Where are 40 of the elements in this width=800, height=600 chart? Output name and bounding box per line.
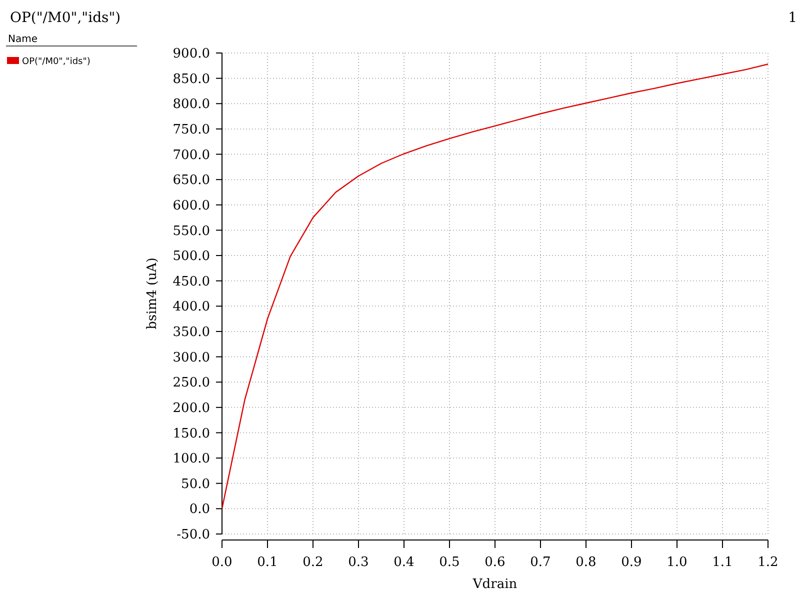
line-series [221, 64, 769, 510]
y-tick-label: 250.0 [172, 376, 210, 391]
x-tick-label: 0.4 [394, 555, 414, 570]
y-tick-label: 700.0 [172, 148, 210, 163]
y-tick-label: -50.0 [176, 528, 210, 543]
x-tick-label: 0.2 [302, 555, 324, 570]
y-tick-label: 600.0 [172, 198, 210, 214]
x-tick-label: 0.5 [439, 555, 460, 570]
y-tick-label: 150.0 [172, 426, 210, 442]
y-tick-label: 750.0 [172, 122, 210, 138]
y-tick-label: 200.0 [172, 400, 210, 416]
y-tick-label: 550.0 [172, 224, 210, 239]
x-tick-label: 1.1 [712, 555, 733, 570]
x-tick-label: 0.8 [576, 555, 596, 570]
x-axis-title: Vdrain [472, 577, 518, 592]
y-tick-label: 100.0 [172, 452, 210, 467]
x-tick-label: 0.1 [257, 555, 278, 570]
y-tick-label: 50.0 [181, 476, 210, 492]
y-tick-label: 900.0 [172, 46, 210, 62]
y-tick-label: 0.0 [189, 502, 210, 518]
x-tick-label: 0.9 [621, 555, 642, 570]
x-tick-label: 0.0 [212, 555, 232, 570]
text: OP("/M0","ids") [10, 10, 121, 26]
x-tick-label: 1.0 [666, 555, 688, 570]
x-tick-label: 0.6 [484, 555, 506, 570]
y-tick-label: 850.0 [172, 72, 210, 87]
y-tick-label: 500.0 [172, 249, 210, 264]
y-tick-label: 400.0 [172, 300, 210, 315]
x-tick-label: 0.7 [530, 555, 551, 570]
y-tick-label: 350.0 [172, 325, 210, 340]
y-tick-label: 650.0 [172, 173, 210, 188]
y-tick-label: 450.0 [172, 274, 210, 290]
text: 1 [788, 10, 797, 26]
legend-label: OP("/M0","ids") [22, 57, 90, 67]
y-axis-title: bsim4 (uA) [145, 258, 160, 330]
x-tick-label: 1.2 [758, 555, 778, 570]
x-tick-label: 0.3 [348, 555, 369, 570]
y-tick-label: 300.0 [172, 350, 210, 366]
legend-title: Name [8, 34, 38, 45]
y-tick-label: 800.0 [172, 97, 210, 112]
